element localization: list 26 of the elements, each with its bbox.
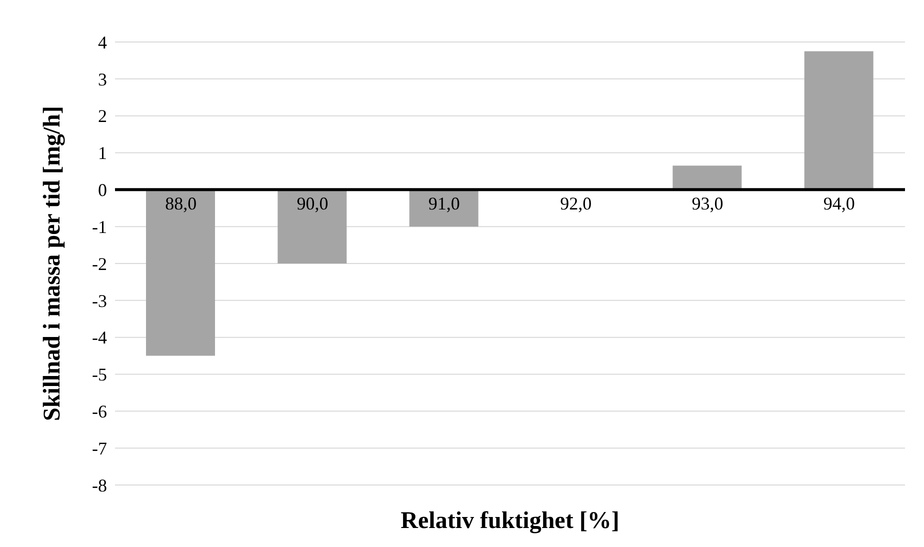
x-tick-label: 92,0 [560, 194, 592, 214]
y-axis-title: Skillnad i massa per tid [mg/h] [40, 106, 66, 421]
y-tick-label: -7 [92, 438, 107, 458]
bar [409, 190, 478, 227]
x-tick-label: 90,0 [296, 194, 328, 214]
y-tick-label: 0 [98, 180, 107, 200]
y-tick-label: -5 [92, 364, 107, 385]
x-axis-title: Relativ fuktighet [%] [400, 508, 620, 534]
bar [278, 190, 347, 264]
y-tick-label: 3 [98, 69, 107, 90]
bar [804, 51, 874, 190]
y-tick-label: -3 [92, 290, 107, 311]
bar [672, 166, 742, 190]
bar [146, 190, 215, 356]
x-tick-label: 91,0 [428, 194, 460, 214]
y-tick-label: -2 [92, 254, 107, 274]
y-tick-label: -1 [92, 216, 107, 237]
x-tick-label: 93,0 [692, 194, 724, 214]
y-tick-label: -8 [92, 475, 107, 496]
x-tick-label: 94,0 [823, 194, 855, 214]
y-tick-label: 2 [98, 106, 107, 126]
y-tick-label: 1 [98, 143, 107, 164]
x-tick-label: 88,0 [165, 194, 197, 214]
y-tick-label: 4 [98, 32, 107, 52]
y-tick-label: -4 [92, 328, 107, 348]
y-tick-label: -6 [92, 402, 107, 422]
